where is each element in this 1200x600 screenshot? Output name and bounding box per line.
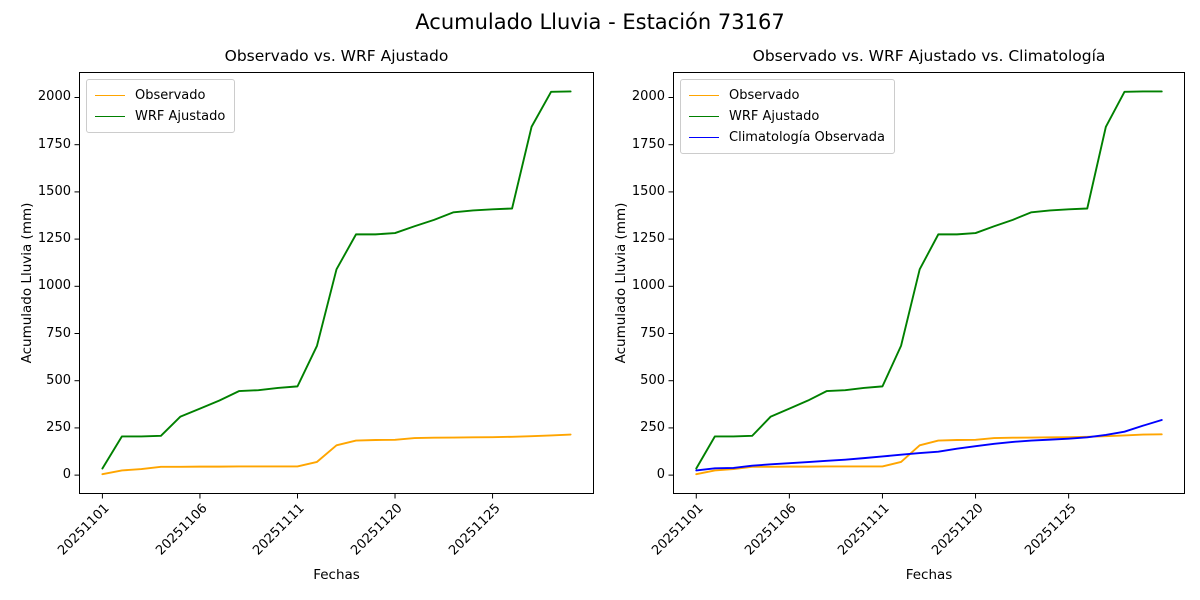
y-tick-label: 1500 xyxy=(37,183,71,199)
right-chart-xaxis-label: Fechas xyxy=(905,567,953,583)
legend-label: Observado xyxy=(729,88,800,103)
y-tick-label: 1250 xyxy=(37,231,71,247)
series-line-wrf-ajustado xyxy=(101,90,572,470)
y-tick-label: 500 xyxy=(46,372,71,388)
y-tick-label: 500 xyxy=(640,372,665,388)
y-tick-label: 250 xyxy=(46,419,71,435)
legend-entry: Observado xyxy=(689,85,885,106)
y-tick-label: 2000 xyxy=(631,89,665,105)
axes-frame xyxy=(79,72,594,494)
legend-line-icon xyxy=(689,137,719,138)
legend-entry: WRF Ajustado xyxy=(95,106,225,127)
left-chart-legend: Observado WRF Ajustado xyxy=(86,79,236,133)
series-line-wrf-ajustado xyxy=(695,90,1163,470)
right-chart-plot-area: Observado WRF Ajustado Climatología Observ… xyxy=(668,72,1185,499)
legend-label: WRF Ajustado xyxy=(135,109,226,124)
axes-frame xyxy=(673,72,1185,494)
left-chart-xaxis-label: Fechas xyxy=(313,567,360,583)
y-tick-label: 1000 xyxy=(37,278,71,294)
y-tick-label: 1500 xyxy=(631,183,665,199)
series-line-observado xyxy=(101,433,572,476)
legend-label: Climatología Observada xyxy=(729,130,885,145)
legend-line-icon xyxy=(95,95,125,96)
y-tick-label: 250 xyxy=(640,419,665,435)
y-tick-label: 1000 xyxy=(631,278,665,294)
left-chart-plot-area: Observado WRF Ajustado xyxy=(74,72,594,499)
legend-label: Observado xyxy=(135,88,206,103)
series-line-observado xyxy=(695,433,1163,476)
legend-line-icon xyxy=(689,95,719,96)
legend-entry: Climatología Observada xyxy=(689,127,885,148)
y-tick-label: 750 xyxy=(640,325,665,341)
y-tick-label: 0 xyxy=(62,467,71,483)
y-tick-label: 1750 xyxy=(37,136,71,152)
right-chart-title: Observado vs. WRF Ajustado vs. Climatolo… xyxy=(752,47,1106,65)
figure-title: Acumulado Lluvia - Estación 73167 xyxy=(415,10,785,34)
left-chart-title: Observado vs. WRF Ajustado xyxy=(224,47,449,65)
y-tick-label: 2000 xyxy=(37,89,71,105)
right-chart-svg xyxy=(668,72,1185,499)
legend-entry: WRF Ajustado xyxy=(689,106,885,127)
legend-entry: Observado xyxy=(95,85,225,106)
legend-label: WRF Ajustado xyxy=(729,109,820,124)
y-tick-label: 750 xyxy=(46,325,71,341)
legend-line-icon xyxy=(689,116,719,117)
left-chart-svg xyxy=(74,72,594,499)
series-line-climatolog-a-observada xyxy=(695,419,1163,472)
y-tick-label: 0 xyxy=(656,467,665,483)
legend-line-icon xyxy=(95,116,125,117)
y-tick-label: 1750 xyxy=(631,136,665,152)
right-chart-legend: Observado WRF Ajustado Climatología Observ… xyxy=(680,79,895,154)
y-tick-label: 1250 xyxy=(631,231,665,247)
